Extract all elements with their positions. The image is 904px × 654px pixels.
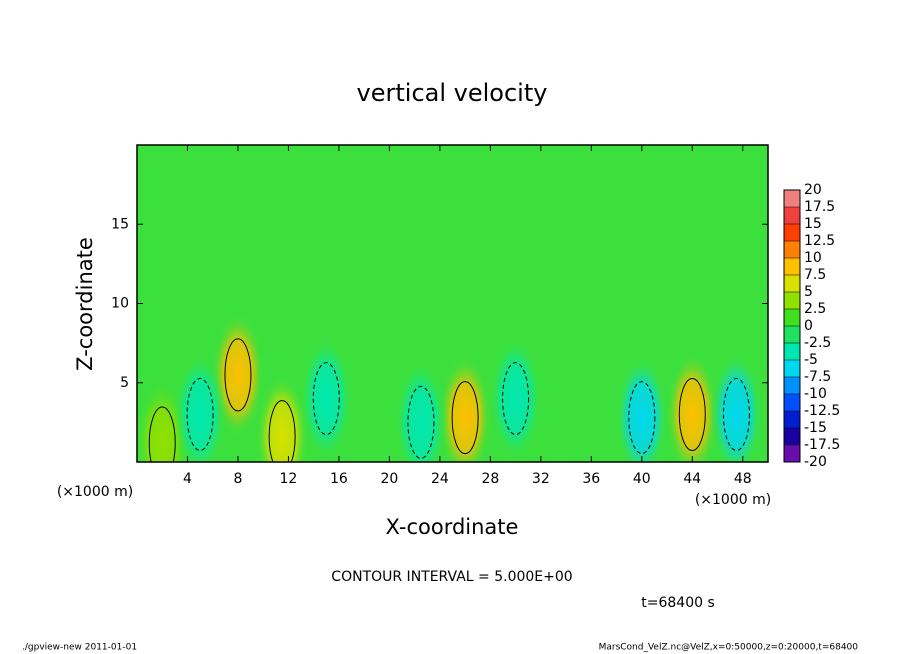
colorbar-label: -12.5 bbox=[804, 403, 840, 419]
x-axis-label: X-coordinate bbox=[386, 515, 519, 539]
y-tick-label: 5 bbox=[120, 375, 129, 391]
contour-line bbox=[628, 381, 656, 455]
colorbar-segment bbox=[784, 207, 800, 224]
colorbar-label: -5 bbox=[804, 352, 818, 368]
colorbar-segment bbox=[784, 326, 800, 343]
colorbar-label: 15 bbox=[804, 216, 822, 232]
contour-interval: CONTOUR INTERVAL = 5.000E+00 bbox=[331, 569, 572, 585]
velocity-cell bbox=[439, 355, 492, 462]
time-label: t=68400 s bbox=[641, 595, 715, 611]
colorbar-label: -10 bbox=[804, 386, 827, 402]
contour-line bbox=[502, 362, 530, 436]
contour-line bbox=[722, 377, 750, 451]
colorbar-label: 2.5 bbox=[804, 301, 826, 317]
velocity-cell bbox=[615, 355, 668, 462]
colorbar-segment bbox=[784, 190, 800, 207]
contour-line bbox=[451, 381, 479, 455]
colorbar-label: 17.5 bbox=[804, 199, 835, 215]
contour-line bbox=[148, 406, 176, 462]
contour-line bbox=[186, 377, 214, 451]
colorbar-label: -7.5 bbox=[804, 369, 831, 385]
x-unit-label: (×1000 m) bbox=[57, 484, 133, 500]
contour-line bbox=[312, 362, 340, 436]
colorbar-label: -20 bbox=[804, 454, 827, 470]
x-tick-label: 8 bbox=[233, 471, 242, 487]
x-unit-label: (×1000 m) bbox=[695, 492, 771, 508]
velocity-cell bbox=[300, 336, 353, 461]
velocity-cell bbox=[174, 352, 227, 462]
x-tick-label: 32 bbox=[532, 471, 550, 487]
colorbar-label: 12.5 bbox=[804, 233, 835, 249]
velocity-cell bbox=[489, 336, 542, 461]
y-axis-label: Z-coordinate bbox=[73, 237, 97, 371]
chart-title: vertical velocity bbox=[357, 79, 548, 107]
colorbar-segment bbox=[784, 445, 800, 462]
colorbar-segment bbox=[784, 275, 800, 292]
colorbar-segment bbox=[784, 394, 800, 411]
colorbar-segment bbox=[784, 360, 800, 377]
colorbar-segment bbox=[784, 241, 800, 258]
colorbar-segment bbox=[784, 411, 800, 428]
y-tick-label: 10 bbox=[111, 296, 129, 312]
x-tick-label: 48 bbox=[734, 471, 752, 487]
x-tick-label: 44 bbox=[683, 471, 701, 487]
x-tick-label: 16 bbox=[330, 471, 348, 487]
contour-line bbox=[224, 338, 252, 412]
colorbar-label: 5 bbox=[804, 284, 813, 300]
footer-right: MarsCond_VelZ.nc@VelZ,x=0:50000,z=0:2000… bbox=[599, 643, 859, 653]
colorbar-label: -15 bbox=[804, 420, 827, 436]
colorbar-label: 10 bbox=[804, 250, 822, 266]
x-tick-label: 24 bbox=[431, 471, 449, 487]
contour-line bbox=[678, 377, 706, 451]
x-tick-label: 40 bbox=[633, 471, 651, 487]
colorbar-label: 20 bbox=[804, 182, 822, 198]
velocity-cell bbox=[666, 352, 719, 462]
colorbar-label: -2.5 bbox=[804, 335, 831, 351]
colorbar-segment bbox=[784, 292, 800, 309]
colorbar-label: 7.5 bbox=[804, 267, 826, 283]
colorbar-segment bbox=[784, 309, 800, 326]
contour-line bbox=[268, 400, 296, 462]
plot-area bbox=[137, 145, 768, 462]
footer-left: ./gpview-new 2011-01-01 bbox=[22, 643, 137, 653]
colorbar-segment bbox=[784, 343, 800, 360]
x-tick-label: 28 bbox=[481, 471, 499, 487]
contour-line bbox=[407, 385, 435, 459]
colorbar-segment bbox=[784, 224, 800, 241]
x-tick-label: 36 bbox=[582, 471, 600, 487]
colorbar-segment bbox=[784, 258, 800, 275]
y-tick-label: 15 bbox=[111, 216, 129, 232]
x-tick-label: 12 bbox=[280, 471, 298, 487]
velocity-cell bbox=[394, 360, 447, 462]
colorbar-label: 0 bbox=[804, 318, 813, 334]
x-tick-label: 4 bbox=[183, 471, 192, 487]
colorbar-label: -17.5 bbox=[804, 437, 840, 453]
x-tick-label: 20 bbox=[380, 471, 398, 487]
velocity-cell bbox=[710, 352, 763, 462]
colorbar-segment bbox=[784, 428, 800, 445]
colorbar-segment bbox=[784, 377, 800, 394]
